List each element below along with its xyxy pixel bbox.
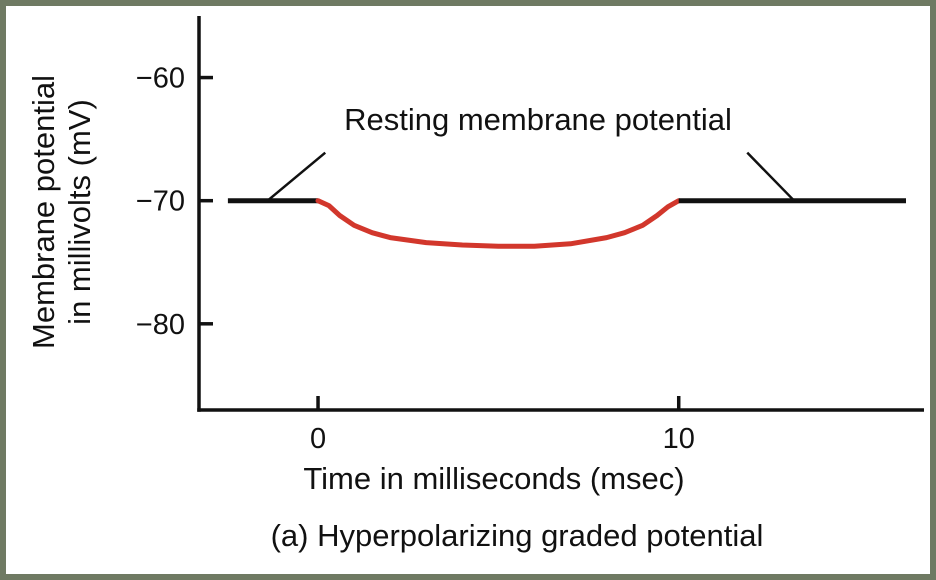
y-tick-label: −70 xyxy=(136,186,185,218)
annotation-resting-membrane-potential: Resting membrane potential xyxy=(344,102,732,137)
y-tick-label: −60 xyxy=(136,63,185,95)
hyperpolarizing-potential-chart: −60 −70 −80 0 10 Resting membrane potent… xyxy=(26,16,924,553)
annotation-pointer-right xyxy=(746,151,796,202)
x-tick-label: 0 xyxy=(310,423,326,455)
y-axis-label-line-1: Membrane potential xyxy=(26,75,61,349)
chart-frame: −60 −70 −80 0 10 Resting membrane potent… xyxy=(6,6,930,574)
x-axis-label: Time in milliseconds (msec) xyxy=(303,461,684,496)
y-tick-label: −80 xyxy=(136,309,185,341)
y-axis-label-line-2: in millivolts (mV) xyxy=(62,99,97,325)
series-hyperpolarization-line xyxy=(315,198,682,249)
x-tick-label: 10 xyxy=(663,423,695,455)
annotation-pointer-left xyxy=(266,151,327,202)
figure-caption: (a) Hyperpolarizing graded potential xyxy=(271,518,764,553)
